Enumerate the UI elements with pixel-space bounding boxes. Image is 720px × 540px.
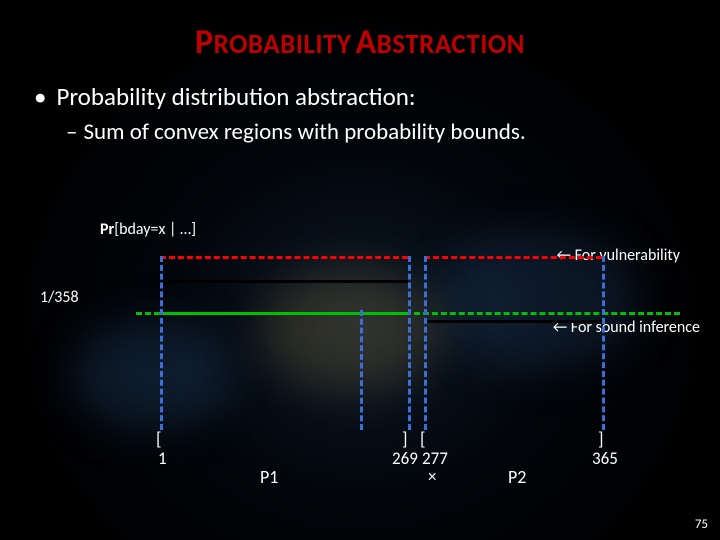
region-boundary-line	[408, 256, 411, 430]
bracket-p1-close: ]	[402, 428, 408, 450]
pr-prefix: Pr	[100, 220, 114, 239]
bullet-list: • Probability distribution abstraction: –…	[0, 81, 720, 146]
bullet-dash-icon: –	[66, 118, 77, 146]
upper-bound-line-p1	[160, 256, 408, 259]
region-label-p2: P2	[508, 466, 526, 488]
y-tick-label: 1/358	[40, 288, 79, 307]
x-axis-symbol: ×	[428, 466, 436, 487]
x-tick-1: 1	[158, 448, 167, 469]
region-boundary-line	[424, 256, 427, 430]
bullet-level2: –Sum of convex regions with probability …	[34, 118, 720, 146]
title-w1-initial: P	[195, 22, 214, 63]
title-w2-initial: A	[356, 22, 377, 63]
x-tick-269: 269	[392, 448, 418, 469]
bracket-p2-open: [	[420, 428, 426, 450]
region-top-p1	[160, 280, 408, 283]
probability-chart: Pr[bday=x | …] 1/358 ← For vulnerability…	[40, 220, 680, 480]
upper-bound-line-p2	[424, 256, 602, 259]
green-segment-p1	[160, 312, 408, 315]
bracket-p2-close: ]	[598, 428, 604, 450]
bullet-l2-text: Sum of convex regions with probability b…	[83, 118, 525, 146]
bullet-dot-icon: •	[34, 81, 46, 112]
region-label-p1: P1	[260, 466, 278, 488]
x-tick-365: 365	[592, 448, 618, 469]
title-w2-rest: BSTRACTION	[377, 28, 525, 61]
y-axis-label: Pr[bday=x | …]	[100, 220, 196, 239]
slide-title: PROBABILITY ABSTRACTION	[0, 0, 720, 63]
pr-body: [bday=x | …]	[114, 220, 196, 239]
region-top-p2	[424, 320, 602, 323]
title-w1-rest: ROBABILITY	[214, 28, 352, 61]
bracket-p1-open: [	[156, 428, 162, 450]
region-boundary-line	[360, 310, 363, 430]
region-boundary-line	[160, 256, 163, 430]
region-boundary-line	[602, 256, 605, 430]
bullet-l1-text: Probability distribution abstraction:	[56, 81, 415, 112]
page-number: 75	[695, 517, 708, 532]
bullet-level1: • Probability distribution abstraction:	[34, 81, 720, 112]
